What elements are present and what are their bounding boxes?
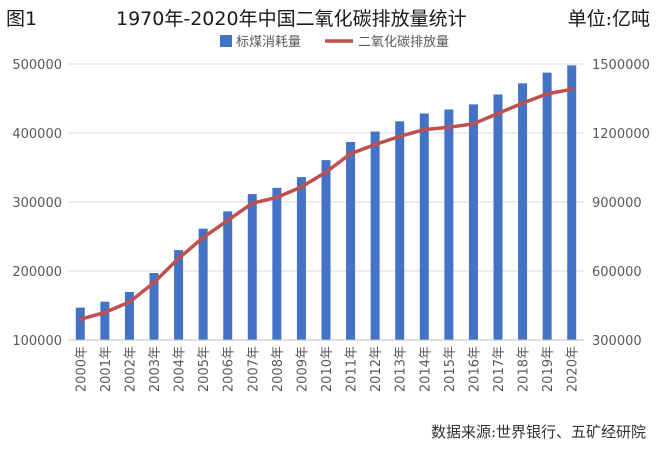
bar bbox=[444, 109, 454, 340]
bar bbox=[272, 187, 282, 340]
x-tick-label: 2005年 bbox=[197, 346, 212, 392]
legend-label-line: 二氧化碳排放量 bbox=[358, 35, 449, 50]
x-tick-label: 2017年 bbox=[492, 346, 507, 392]
bar bbox=[542, 72, 552, 341]
x-tick-label: 2014年 bbox=[418, 346, 433, 392]
bar bbox=[100, 301, 110, 340]
bar bbox=[346, 141, 356, 340]
y-left-tick-label: 200000 bbox=[12, 265, 62, 280]
x-tick-label: 2007年 bbox=[246, 346, 261, 392]
y-right-tick-label: 1500000 bbox=[592, 58, 650, 73]
bar bbox=[247, 194, 257, 340]
bar bbox=[567, 65, 577, 340]
x-tick-label: 2004年 bbox=[173, 346, 188, 392]
x-tick-label: 2001年 bbox=[99, 346, 114, 392]
x-tick-label: 2010年 bbox=[320, 346, 335, 392]
legend-swatch-bar bbox=[220, 35, 232, 47]
legend-label-bar: 标煤消耗量 bbox=[236, 35, 301, 50]
x-tick-label: 2006年 bbox=[222, 346, 237, 392]
y-right-tick-label: 900000 bbox=[592, 196, 642, 211]
legend: 标煤消耗量 二氧化碳排放量 bbox=[220, 35, 449, 50]
source-note: 数据来源:世界银行、五矿经研院 bbox=[430, 423, 646, 441]
x-tick-label: 2016年 bbox=[467, 346, 482, 392]
x-tick-label: 2020年 bbox=[566, 346, 581, 392]
y-right-tick-label: 600000 bbox=[592, 265, 642, 280]
bar bbox=[124, 291, 134, 340]
figure-label: 图1 bbox=[6, 8, 38, 30]
y-left-tick-label: 300000 bbox=[12, 196, 62, 211]
line-series bbox=[78, 87, 574, 322]
x-tick-label: 2012年 bbox=[369, 346, 384, 392]
y-left-tick-label: 100000 bbox=[12, 334, 62, 349]
chart-title: 1970年-2020年中国二氧化碳排放量统计 bbox=[116, 8, 467, 30]
bar bbox=[149, 273, 159, 340]
x-tick-label: 2015年 bbox=[443, 346, 458, 392]
bar bbox=[321, 160, 331, 340]
bar bbox=[395, 121, 405, 340]
y-left-tick-label: 400000 bbox=[12, 127, 62, 142]
bar bbox=[75, 307, 85, 340]
x-tick-label: 2011年 bbox=[345, 346, 360, 392]
bar bbox=[419, 113, 429, 340]
x-tick-label: 2000年 bbox=[74, 346, 89, 392]
bar bbox=[174, 250, 184, 340]
axes: 100000 200000 300000 400000 500000 300000 6000… bbox=[12, 58, 650, 392]
x-tick-label: 2019年 bbox=[541, 346, 556, 392]
bar bbox=[468, 104, 478, 341]
bar bbox=[518, 83, 528, 340]
unit-label: 单位:亿吨 bbox=[567, 8, 650, 30]
bar bbox=[370, 131, 380, 340]
y-left-tick-label: 500000 bbox=[12, 58, 62, 73]
x-tick-label: 2013年 bbox=[394, 346, 409, 392]
x-tick-label: 2009年 bbox=[295, 346, 310, 392]
bar-series bbox=[75, 65, 577, 341]
y-right-tick-label: 1200000 bbox=[592, 127, 650, 142]
bar bbox=[493, 94, 503, 340]
x-tick-label: 2002年 bbox=[123, 346, 138, 392]
y-right-tick-label: 300000 bbox=[592, 334, 642, 349]
x-tick-label: 2018年 bbox=[517, 346, 532, 392]
bar bbox=[223, 211, 233, 340]
bar bbox=[296, 177, 306, 340]
bar bbox=[198, 228, 208, 340]
x-tick-label: 2003年 bbox=[148, 346, 163, 392]
x-tick-label: 2008年 bbox=[271, 346, 286, 392]
series-line bbox=[78, 87, 574, 322]
